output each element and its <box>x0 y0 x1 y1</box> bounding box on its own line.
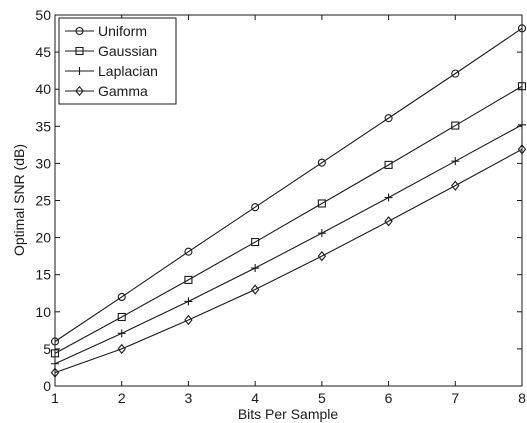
data-point-gaussian <box>50 349 60 358</box>
data-point-uniform <box>451 69 460 78</box>
y-axis-title: Optimal SNR (dB) <box>11 144 27 256</box>
series-gamma <box>50 144 527 378</box>
legend-marker-gaussian <box>75 46 84 56</box>
legend-item-laplacian: Laplacian <box>65 63 158 79</box>
data-point-gamma <box>50 367 60 378</box>
series-line-laplacian <box>54 124 523 365</box>
series-laplacian <box>51 120 526 368</box>
data-point-gamma <box>250 284 260 295</box>
y-tick-label: 45 <box>35 44 51 60</box>
data-point-uniform <box>117 292 126 302</box>
data-point-gamma <box>517 144 527 155</box>
legend-box <box>58 17 177 105</box>
legend-label-uniform: Uniform <box>98 23 147 39</box>
legend-label-gaussian: Gaussian <box>98 43 157 59</box>
series-layer <box>50 24 527 378</box>
series-line-gaussian <box>54 85 523 354</box>
legend-marker-gamma <box>75 85 84 97</box>
data-point-gaussian <box>251 238 260 247</box>
x-axis-title: Bits Per Sample <box>238 406 339 422</box>
data-point-laplacian <box>51 359 59 368</box>
x-tick-label: 4 <box>251 390 259 406</box>
y-tick-label: 50 <box>35 7 51 23</box>
legend-marker-uniform <box>75 26 84 36</box>
data-point-gaussian <box>451 121 460 130</box>
data-point-gamma <box>117 343 126 355</box>
legend-marker-laplacian <box>75 67 84 75</box>
series-line-uniform <box>54 27 523 342</box>
legend-item-uniform: Uniform <box>65 23 147 39</box>
data-point-gaussian <box>384 160 393 169</box>
y-tick-label: 15 <box>35 267 51 283</box>
data-point-gaussian <box>317 199 326 208</box>
data-point-laplacian <box>184 297 193 306</box>
data-point-gaussian <box>184 275 193 284</box>
data-point-laplacian <box>251 264 260 273</box>
x-tick-label: 1 <box>51 390 59 406</box>
data-point-uniform <box>184 247 193 256</box>
data-point-uniform <box>50 337 60 346</box>
y-tick-label: 25 <box>35 193 51 209</box>
y-tick-label: 30 <box>35 155 51 171</box>
legend-label-laplacian: Laplacian <box>98 63 158 79</box>
y-tick-label: 5 <box>43 341 51 357</box>
y-tick-label: 0 <box>43 378 51 394</box>
legend-label-gamma: Gamma <box>98 83 148 99</box>
data-point-uniform <box>317 158 326 167</box>
y-tick-label: 40 <box>35 81 51 97</box>
data-point-laplacian <box>317 229 326 238</box>
y-tick-label: 10 <box>35 304 51 320</box>
series-gaussian <box>50 82 527 358</box>
x-tick-label: 5 <box>318 390 326 406</box>
y-tick-label: 35 <box>35 118 51 134</box>
legend-item-gamma: Gamma <box>65 83 148 99</box>
data-point-gaussian <box>117 312 126 322</box>
data-point-gaussian <box>517 82 527 91</box>
data-point-gamma <box>384 216 393 227</box>
data-point-laplacian <box>117 329 126 338</box>
data-point-gamma <box>317 250 327 262</box>
x-tick-label: 3 <box>185 390 193 406</box>
data-point-uniform <box>251 203 260 212</box>
series-uniform <box>50 24 527 346</box>
x-tick-label: 7 <box>451 390 459 406</box>
data-point-gamma <box>451 180 460 191</box>
series-line-gamma <box>54 148 523 374</box>
legend-item-gaussian: Gaussian <box>65 43 157 59</box>
data-point-laplacian <box>451 157 460 166</box>
data-point-laplacian <box>384 193 393 202</box>
y-tick-label: 20 <box>35 230 51 246</box>
data-point-laplacian <box>518 120 526 129</box>
x-tick-label: 2 <box>118 390 126 406</box>
x-tick-label: 6 <box>385 390 393 406</box>
data-point-uniform <box>384 114 393 123</box>
data-point-uniform <box>517 24 527 33</box>
x-tick-label: 8 <box>518 390 526 406</box>
data-point-gamma <box>184 314 193 326</box>
legend: Uniform Gaussian Laplacian Gamma <box>58 17 177 105</box>
